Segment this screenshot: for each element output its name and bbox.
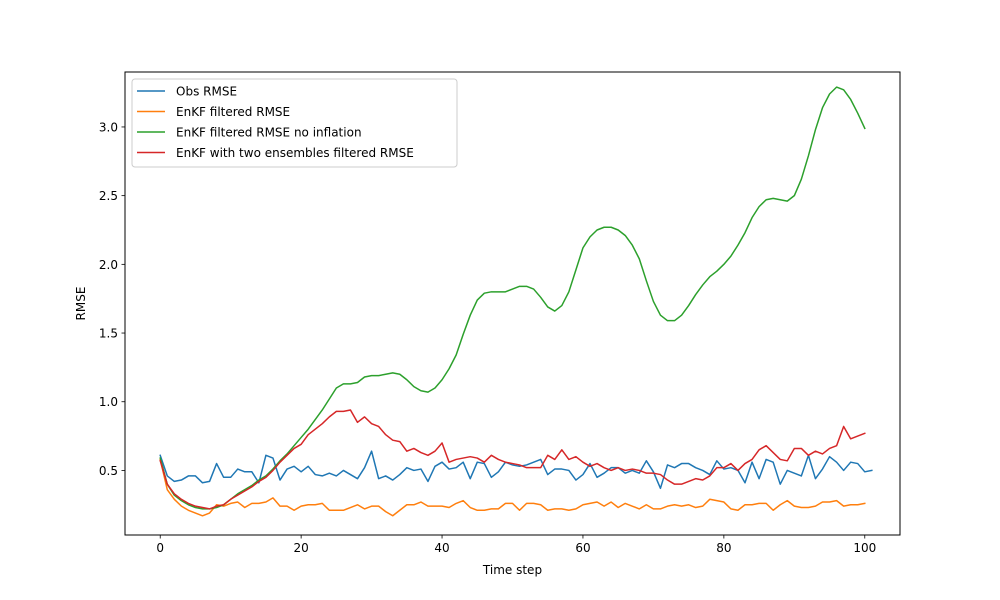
legend-box bbox=[131, 78, 458, 168]
x-tick-label: 60 bbox=[575, 541, 590, 555]
y-axis-label: RMSE bbox=[74, 287, 88, 321]
x-axis-label: Time step bbox=[482, 563, 542, 577]
y-tick-label: 2.0 bbox=[99, 258, 118, 272]
y-tick-label: 1.0 bbox=[99, 395, 118, 409]
legend-items: Obs RMSE EnKF filtered RMSE EnKF filtered … bbox=[137, 85, 414, 160]
legend: Obs RMSE EnKF filtered RMSE EnKF filtered … bbox=[131, 78, 458, 168]
y-axis-ticks: 0.5 1.0 1.5 2.0 2.5 3.0 bbox=[99, 120, 125, 478]
series-line-4 bbox=[159, 409, 866, 510]
series-line-1 bbox=[159, 450, 873, 490]
x-tick-label: 40 bbox=[434, 541, 449, 555]
legend-label-2: EnKF filtered RMSE bbox=[176, 105, 290, 119]
x-tick-label: 0 bbox=[156, 541, 164, 555]
y-tick-label: 1.5 bbox=[99, 327, 118, 341]
series-line-2 bbox=[159, 458, 866, 517]
legend-label-1: Obs RMSE bbox=[176, 85, 237, 99]
y-tick-label: 2.5 bbox=[99, 189, 118, 203]
axes-frame bbox=[124, 71, 901, 536]
y-tick-label: 0.5 bbox=[99, 464, 118, 478]
x-tick-label: 20 bbox=[293, 541, 308, 555]
series-layer bbox=[159, 86, 873, 517]
series-line-3 bbox=[159, 86, 866, 510]
x-tick-label: 80 bbox=[716, 541, 731, 555]
x-tick-label: 100 bbox=[853, 541, 876, 555]
legend-label-4: EnKF with two ensembles filtered RMSE bbox=[176, 146, 414, 160]
legend-label-3: EnKF filtered RMSE no inflation bbox=[176, 126, 362, 140]
y-tick-label: 3.0 bbox=[99, 120, 118, 134]
x-axis-ticks: 0 20 40 60 80 100 bbox=[156, 535, 876, 555]
